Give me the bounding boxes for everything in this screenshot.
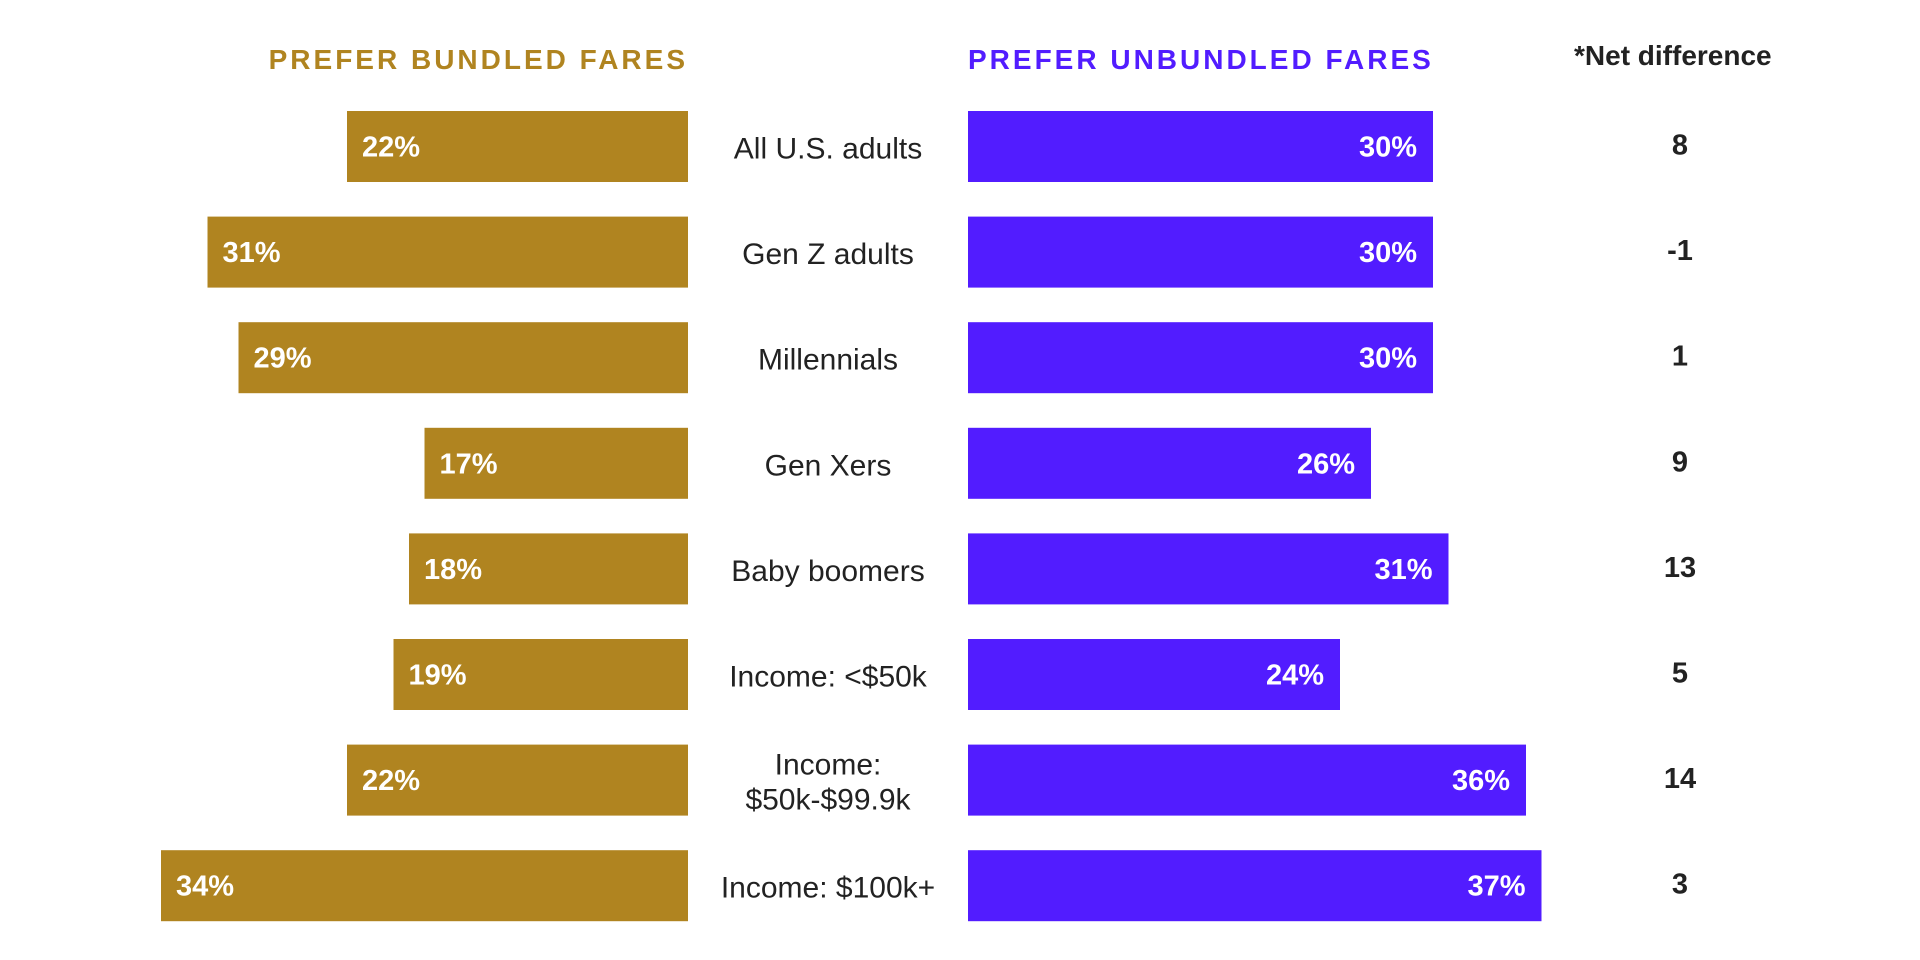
unbundled-bar-label: 24% bbox=[1266, 660, 1324, 692]
category-label: $50k-$99.9k bbox=[745, 784, 911, 817]
category-label: Income: $100k+ bbox=[721, 872, 935, 905]
unbundled-bar-label: 30% bbox=[1359, 343, 1417, 375]
category-label: Income: bbox=[775, 749, 882, 782]
unbundled-bar bbox=[968, 216, 1433, 288]
net-difference-value: 13 bbox=[1664, 552, 1696, 584]
bundled-bar-label: 22% bbox=[362, 132, 420, 164]
net-difference-value: -1 bbox=[1667, 235, 1693, 267]
unbundled-bar-label: 36% bbox=[1452, 765, 1510, 797]
bundled-bar bbox=[207, 216, 688, 288]
bundled-header: PREFER BUNDLED FARES bbox=[268, 44, 688, 75]
bundled-bar bbox=[238, 322, 688, 394]
net-difference-header: *Net difference bbox=[1574, 40, 1772, 71]
unbundled-bar bbox=[968, 322, 1433, 394]
bundled-bar-label: 18% bbox=[424, 554, 482, 586]
bundled-bar-label: 29% bbox=[254, 343, 312, 375]
category-label: Baby boomers bbox=[731, 555, 924, 588]
category-label: Gen Z adults bbox=[742, 238, 914, 271]
net-difference-value: 8 bbox=[1672, 130, 1688, 162]
unbundled-bar bbox=[968, 111, 1433, 182]
category-label: All U.S. adults bbox=[734, 133, 922, 166]
unbundled-bar bbox=[968, 533, 1449, 605]
category-label: Millennials bbox=[758, 344, 898, 377]
category-label: Income: <$50k bbox=[729, 661, 928, 694]
unbundled-bar bbox=[968, 639, 1340, 710]
bundled-bar bbox=[161, 850, 688, 922]
bundled-bar bbox=[393, 639, 688, 710]
net-difference-value: 1 bbox=[1672, 341, 1688, 373]
unbundled-bar-label: 31% bbox=[1374, 554, 1432, 586]
unbundled-bar-label: 30% bbox=[1359, 237, 1417, 269]
category-label: Gen Xers bbox=[765, 449, 892, 482]
net-difference-value: 9 bbox=[1672, 446, 1688, 478]
unbundled-bar bbox=[968, 427, 1371, 499]
bundled-bar-label: 31% bbox=[223, 237, 281, 269]
bundled-bar bbox=[424, 427, 688, 499]
bundled-bar-label: 34% bbox=[176, 871, 234, 903]
unbundled-bar-label: 26% bbox=[1297, 448, 1355, 480]
unbundled-bar bbox=[968, 850, 1542, 922]
bundled-bar-label: 19% bbox=[409, 660, 467, 692]
bundled-bar bbox=[347, 111, 688, 182]
net-difference-value: 14 bbox=[1664, 763, 1696, 795]
bundled-bar bbox=[409, 533, 688, 605]
bundled-bar-label: 17% bbox=[440, 448, 498, 480]
net-difference-value: 5 bbox=[1672, 658, 1688, 690]
unbundled-header: PREFER UNBUNDLED FARES bbox=[968, 44, 1434, 75]
bundled-bar-label: 22% bbox=[362, 765, 420, 797]
unbundled-bar bbox=[968, 744, 1526, 816]
unbundled-bar-label: 30% bbox=[1359, 132, 1417, 164]
net-difference-value: 3 bbox=[1672, 869, 1688, 901]
bundled-bar bbox=[347, 744, 688, 816]
unbundled-bar-label: 37% bbox=[1467, 871, 1525, 903]
